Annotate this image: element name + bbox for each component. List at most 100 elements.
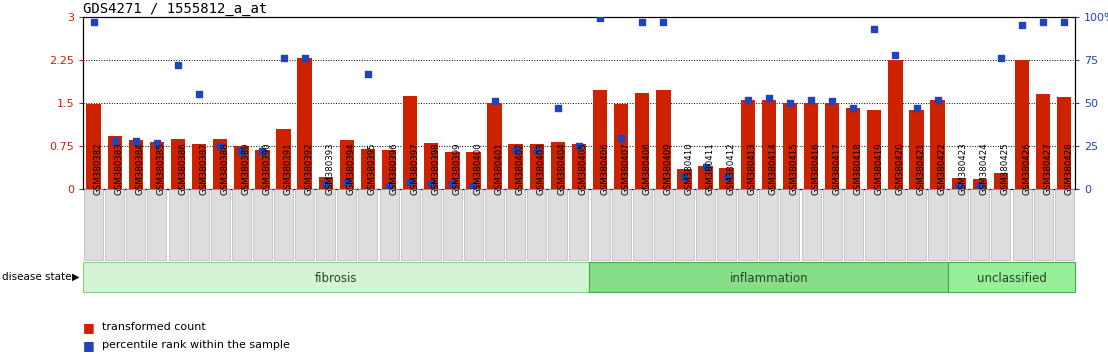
Bar (825, 103, 839, 189)
FancyBboxPatch shape (316, 189, 336, 260)
Bar (782, 103, 797, 189)
Point (929, 97, 946, 102)
Text: GSM380422: GSM380422 (937, 142, 946, 195)
FancyBboxPatch shape (401, 189, 420, 260)
Text: GSM380382: GSM380382 (94, 142, 103, 195)
Text: GSM380394: GSM380394 (347, 142, 356, 195)
Point (613, 135, 630, 141)
Bar (424, 143, 439, 189)
Bar (403, 96, 418, 189)
Point (907, 105, 925, 111)
Text: GSM380387: GSM380387 (199, 142, 208, 195)
Point (506, 147, 524, 153)
FancyBboxPatch shape (211, 189, 229, 260)
FancyBboxPatch shape (147, 189, 166, 260)
Bar (698, 166, 712, 189)
Text: GSM380406: GSM380406 (601, 142, 609, 195)
Point (781, 100, 799, 106)
Bar (107, 136, 122, 189)
FancyBboxPatch shape (992, 189, 1010, 260)
Point (485, 98, 503, 104)
Bar (761, 100, 776, 189)
FancyBboxPatch shape (950, 189, 968, 260)
Point (106, 138, 124, 144)
FancyBboxPatch shape (929, 189, 947, 260)
Bar (466, 152, 481, 189)
Bar (276, 129, 290, 189)
FancyBboxPatch shape (253, 189, 271, 260)
Bar (86, 104, 101, 189)
FancyBboxPatch shape (865, 189, 884, 260)
Point (739, 97, 757, 102)
Bar (803, 103, 818, 189)
Bar (340, 141, 355, 189)
FancyBboxPatch shape (843, 189, 863, 260)
Point (380, 183, 398, 189)
Bar (740, 100, 755, 189)
Text: GSM380409: GSM380409 (664, 142, 673, 195)
Point (212, 143, 229, 149)
Point (464, 183, 482, 189)
Text: GSM380428: GSM380428 (1064, 142, 1074, 195)
Bar (593, 90, 607, 189)
FancyBboxPatch shape (886, 189, 905, 260)
Point (655, 19, 673, 25)
Point (676, 175, 694, 180)
Text: inflammation: inflammation (729, 272, 808, 285)
FancyBboxPatch shape (717, 189, 736, 260)
Text: GSM380424: GSM380424 (979, 142, 988, 195)
FancyBboxPatch shape (1034, 189, 1053, 260)
FancyBboxPatch shape (274, 189, 293, 260)
Point (1055, 19, 1073, 25)
Point (338, 179, 356, 185)
Point (570, 143, 587, 149)
Text: GSM380388: GSM380388 (220, 142, 229, 195)
Text: ■: ■ (83, 339, 95, 352)
Point (718, 175, 736, 180)
Bar (234, 146, 248, 189)
Point (1013, 22, 1030, 28)
Point (548, 105, 566, 111)
FancyBboxPatch shape (464, 189, 483, 260)
Text: GSM380391: GSM380391 (284, 142, 293, 195)
Text: GSM380415: GSM380415 (790, 142, 799, 195)
Text: GDS4271 / 1555812_a_at: GDS4271 / 1555812_a_at (83, 2, 267, 16)
Text: transformed count: transformed count (102, 322, 206, 332)
FancyBboxPatch shape (801, 189, 821, 260)
Text: GSM380426: GSM380426 (1022, 142, 1032, 195)
Bar (994, 173, 1008, 189)
Point (865, 26, 883, 32)
Point (191, 92, 208, 97)
Text: GSM380419: GSM380419 (874, 142, 883, 195)
FancyBboxPatch shape (738, 189, 757, 260)
Bar (297, 58, 311, 189)
Point (254, 149, 271, 154)
Bar (931, 100, 945, 189)
FancyBboxPatch shape (822, 189, 842, 260)
FancyBboxPatch shape (907, 189, 926, 260)
Text: GSM380423: GSM380423 (958, 142, 967, 195)
Point (802, 97, 820, 102)
Bar (677, 169, 691, 189)
FancyBboxPatch shape (570, 189, 588, 260)
Text: GSM380383: GSM380383 (115, 142, 124, 195)
Bar (551, 142, 565, 189)
FancyBboxPatch shape (422, 189, 441, 260)
Bar (952, 178, 966, 189)
Point (527, 147, 545, 153)
Text: GSM380404: GSM380404 (557, 142, 567, 195)
Bar (889, 60, 903, 189)
Point (422, 181, 440, 187)
Text: GSM380385: GSM380385 (157, 142, 166, 195)
Point (823, 98, 841, 104)
Bar (1036, 95, 1050, 189)
FancyBboxPatch shape (295, 189, 315, 260)
Text: GSM380390: GSM380390 (263, 142, 271, 195)
FancyBboxPatch shape (443, 189, 462, 260)
FancyBboxPatch shape (548, 189, 567, 260)
FancyBboxPatch shape (696, 189, 715, 260)
Text: GSM380416: GSM380416 (811, 142, 820, 195)
Bar (656, 90, 670, 189)
Bar (973, 179, 987, 189)
Bar (255, 150, 269, 189)
